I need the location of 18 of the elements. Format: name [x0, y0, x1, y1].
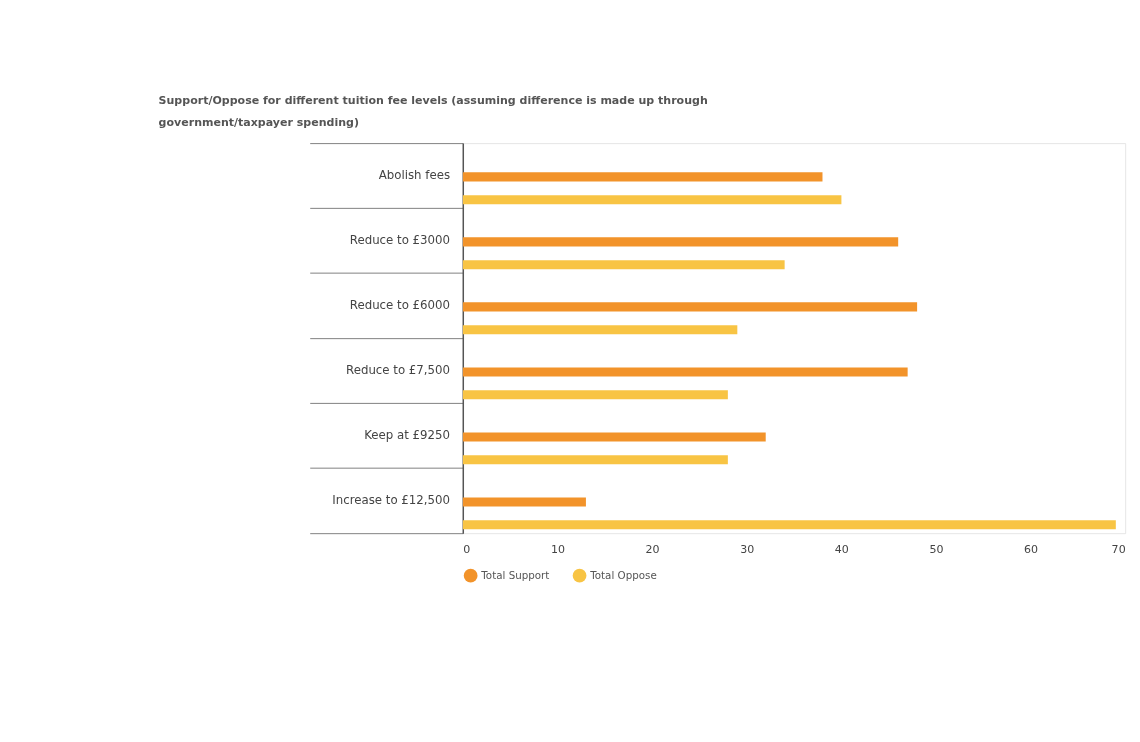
- y-tick-label: Reduce to £7,500: [346, 363, 451, 378]
- legend-label: Total Support: [480, 568, 550, 581]
- y-tick-label: Abolish fees: [378, 168, 451, 183]
- x-tick-label: 40: [834, 542, 849, 556]
- text: Support/Oppose for different tuition fee levels (assuming difference is made up through: [158, 94, 708, 108]
- y-tick-label: Reduce to £6000: [349, 298, 451, 313]
- x-tick-label: 50: [929, 542, 944, 556]
- x-tick-label: 60: [1024, 542, 1039, 556]
- y-tick-label: Increase to £12,500: [332, 493, 451, 508]
- x-tick-label: 30: [740, 542, 755, 556]
- x-tick-label: 10: [550, 542, 565, 556]
- text: government/taxpayer spending): [158, 116, 359, 130]
- y-tick-label: Keep at £9250: [364, 428, 451, 443]
- x-tick-label: 70: [1111, 542, 1126, 556]
- legend-label: Total Oppose: [589, 568, 657, 581]
- y-tick-label: Reduce to £3000: [349, 233, 451, 248]
- x-tick-label: 20: [645, 542, 660, 556]
- x-tick-label: 0: [463, 542, 471, 556]
